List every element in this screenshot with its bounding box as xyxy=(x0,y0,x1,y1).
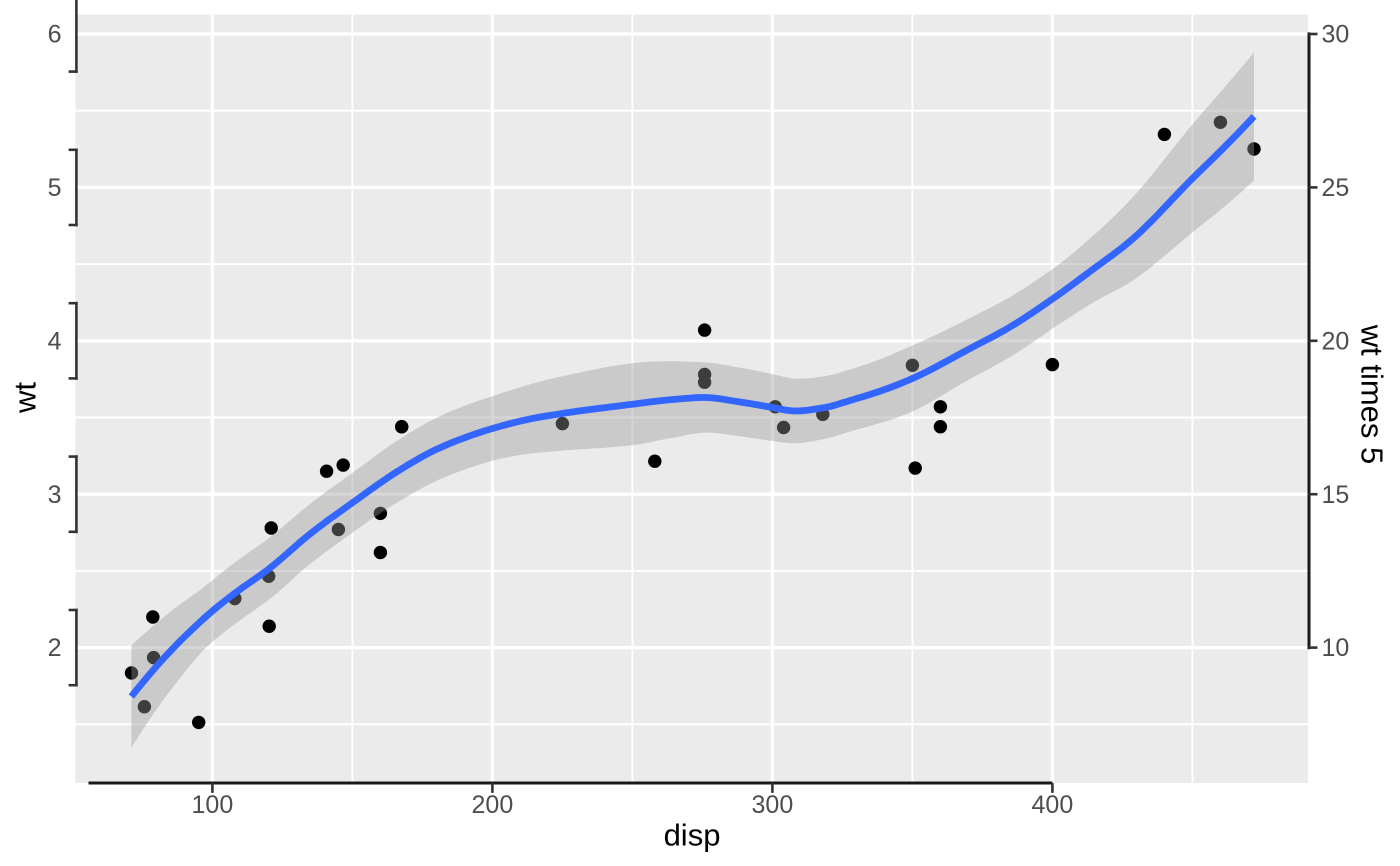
svg-text:20: 20 xyxy=(1322,327,1350,355)
svg-text:wt: wt xyxy=(8,382,43,414)
svg-text:wt times 5: wt times 5 xyxy=(1355,324,1390,465)
svg-text:3: 3 xyxy=(48,481,62,509)
svg-text:6: 6 xyxy=(48,21,62,49)
svg-text:300: 300 xyxy=(752,791,794,819)
svg-text:disp: disp xyxy=(664,818,721,853)
svg-text:25: 25 xyxy=(1322,174,1350,202)
svg-text:15: 15 xyxy=(1322,481,1350,509)
svg-text:200: 200 xyxy=(472,791,514,819)
svg-text:5: 5 xyxy=(48,174,62,202)
svg-text:400: 400 xyxy=(1032,791,1074,819)
svg-text:4: 4 xyxy=(48,327,62,355)
svg-text:100: 100 xyxy=(192,791,234,819)
svg-text:10: 10 xyxy=(1322,634,1350,662)
svg-text:30: 30 xyxy=(1322,21,1350,49)
svg-text:2: 2 xyxy=(48,634,62,662)
